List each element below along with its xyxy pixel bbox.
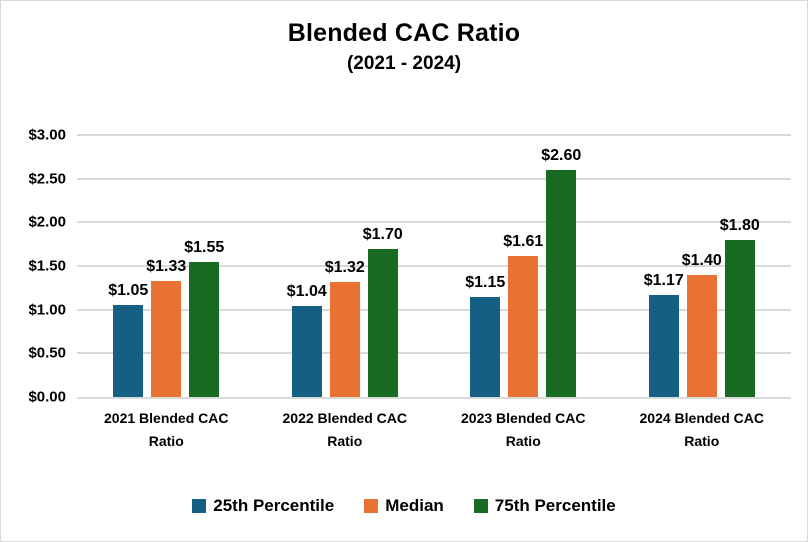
bar-25th-percentile: $1.05 [108,282,148,397]
legend-item: 25th Percentile [192,496,334,516]
gridline [77,134,791,136]
bar-25th-percentile: $1.15 [465,274,505,397]
y-tick-label: $2.50 [28,170,66,188]
gridline [77,352,791,355]
y-tick-label: $2.00 [28,213,66,231]
x-category-label: 2021 Blended CAC Ratio [104,410,229,450]
x-category-label: 2023 Blended CAC Ratio [461,410,586,450]
chart-title: Blended CAC Ratio [287,19,521,47]
legend-item: Median [364,496,444,516]
gridline [77,308,791,311]
gridline [77,265,791,267]
bar-value-label: $1.17 [643,271,684,289]
gridline [77,221,791,224]
bar-median: $1.61 [503,233,543,397]
bar-value-label: $1.80 [719,216,760,234]
bar-value-label: $2.60 [541,146,582,164]
bar-75th-percentile: $1.55 [184,239,224,397]
bar-median: $1.33 [146,258,186,397]
bar-value-label: $1.15 [465,273,506,291]
bar-value-label: $1.33 [146,257,187,275]
bar-25th-percentile: $1.04 [287,283,327,397]
bar-value-label: $1.32 [324,258,365,276]
bar-value-label: $1.61 [503,233,544,251]
plot-area: $0.00 $0.50 $1.00 $1.50 $2.00 $2.50 $3.00 $1.05… [28,127,791,406]
bar-value-label: $1.05 [108,282,149,300]
bar-value-label: $1.70 [362,225,403,243]
bar-75th-percentile: $1.80 [720,217,760,397]
bar-value-label: $1.04 [286,283,327,301]
x-category-label: 2022 Blended CAC Ratio [282,410,407,450]
chart-subtitle: (2021 - 2024) [346,53,462,74]
bar-group: $1.15 $1.61 $2.60 [465,147,581,397]
x-axis-line [77,397,791,399]
legend-label: Median [385,496,444,515]
legend-label: 25th Percentile [213,496,335,515]
bar-median: $1.32 [325,259,365,397]
legend-swatch [473,499,488,513]
legend-swatch [364,499,379,513]
legend-swatch [192,499,207,513]
gridline [77,177,791,180]
x-category-label: 2024 Blended CAC Ratio [639,410,764,450]
y-tick-label: $0.00 [28,388,66,406]
bar-75th-percentile: $2.60 [541,147,581,397]
bar-75th-percentile: $1.70 [363,226,403,397]
bar-group: $1.05 $1.33 $1.55 [108,239,224,397]
legend-label: 75th Percentile [494,496,616,515]
y-tick-label: $0.50 [28,344,66,362]
bar-median: $1.40 [682,252,722,397]
bar-group: $1.04 $1.32 $1.70 [287,226,403,397]
y-tick-label: $1.00 [28,301,66,319]
bar-value-label: $1.40 [681,251,722,269]
bar-25th-percentile: $1.17 [644,272,684,397]
bar-value-label: $1.55 [184,238,225,256]
y-tick-label: $3.00 [28,126,66,144]
bar-group: $1.17 $1.40 $1.80 [644,217,760,397]
y-tick-label: $1.50 [28,257,66,275]
legend-item: 75th Percentile [473,496,616,516]
legend: 25th Percentile Median 75th Percentile [1,496,807,516]
